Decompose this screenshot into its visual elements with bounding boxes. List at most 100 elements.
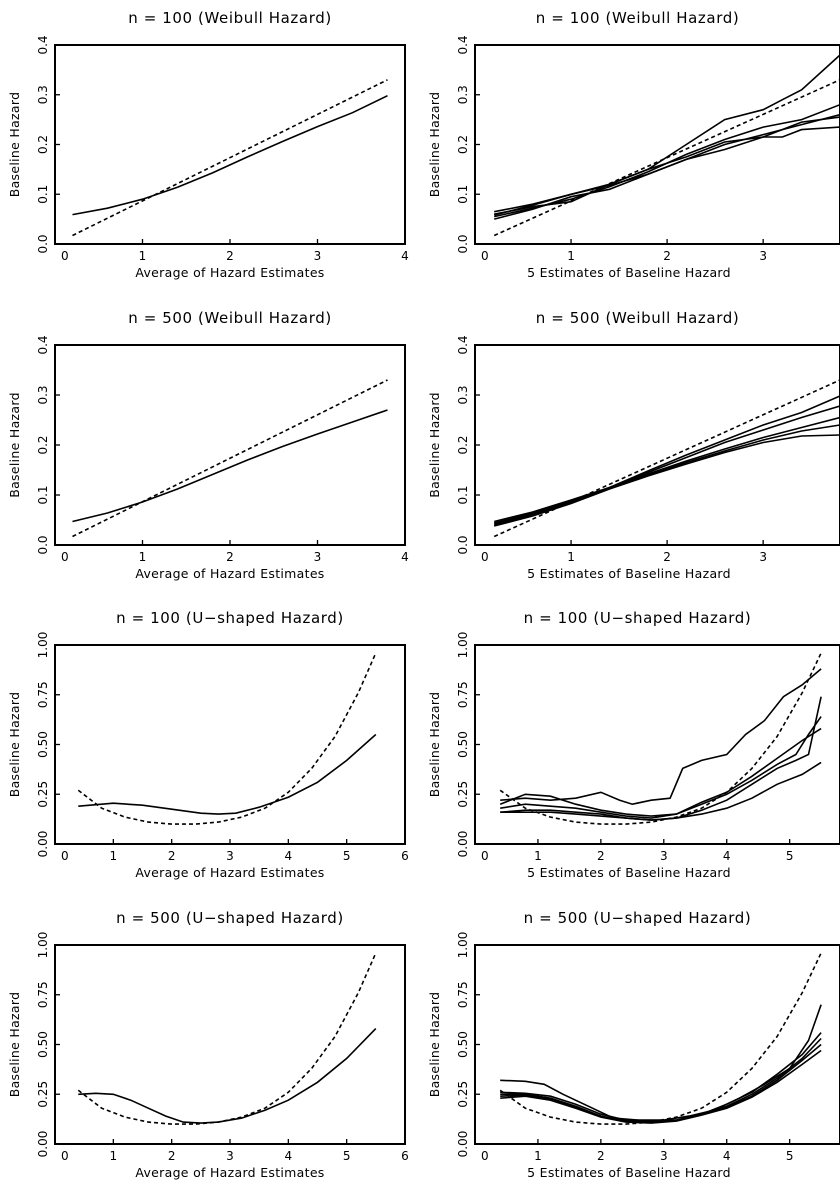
y-tick-label: 0.0 [456, 234, 470, 253]
x-tick-label: 0 [61, 849, 69, 863]
x-tick-label: 1 [534, 1149, 542, 1163]
x-axis-label: 5 Estimates of Baseline Hazard [527, 566, 731, 581]
y-tick-label: 1.00 [456, 632, 470, 659]
x-tick-label: 2 [168, 849, 176, 863]
true-hazard-dashed-line [493, 379, 840, 538]
x-tick-label: 1 [139, 550, 147, 564]
y-tick-label: 0.1 [36, 185, 50, 204]
estimate-line-1 [500, 668, 822, 806]
x-tick-label: 1 [110, 1149, 118, 1163]
plot-frame [54, 944, 406, 1145]
y-tick-label: 0.4 [36, 335, 50, 354]
estimate-line-2 [500, 1032, 822, 1122]
x-tick-label: 3 [660, 849, 668, 863]
x-tick-label: 0 [481, 1149, 489, 1163]
x-tick-label: 2 [226, 550, 234, 564]
y-tick-label: 0.50 [36, 1031, 50, 1058]
estimate-line-5 [494, 126, 840, 216]
estimate-line-1 [78, 1028, 377, 1124]
chart-panel-1: n = 100 (Weibull Hazard) 0 1 2 3 4 0.0 0.1 0.2 0.… [7, 9, 409, 280]
y-axis-label: Baseline Hazard [427, 692, 442, 798]
x-tick-label: 3 [759, 550, 767, 564]
chart-panel-7: n = 500 (U−shaped Hazard) 0 1 2 3 4 5 6 0.00 0.25… [7, 909, 409, 1180]
x-tick-label: 2 [168, 1149, 176, 1163]
chart-panel-2: n = 100 (Weibull Hazard) 0 1 2 3 0.0 0.1 0.2 0.3… [427, 9, 840, 280]
x-tick-label: 2 [597, 849, 605, 863]
chart-title: n = 100 (Weibull Hazard) [128, 9, 332, 27]
x-tick-label: 3 [660, 1149, 668, 1163]
x-tick-label: 4 [285, 1149, 293, 1163]
y-tick-label: 0.1 [456, 485, 470, 504]
y-axis-label: Baseline Hazard [427, 392, 442, 498]
x-tick-label: 5 [786, 849, 794, 863]
estimate-line-1 [72, 409, 388, 523]
true-hazard-dashed-line [499, 952, 822, 1125]
estimate-line-1 [494, 54, 840, 213]
x-tick-label: 4 [723, 849, 731, 863]
plot-frame [474, 944, 840, 1145]
x-tick-label: 1 [534, 849, 542, 863]
chart-panel-6: n = 100 (U−shaped Hazard) 0 1 2 3 4 5 0.00 0.25 0… [427, 609, 840, 880]
y-tick-label: 1.00 [36, 932, 50, 959]
true-hazard-dashed-line [72, 79, 388, 237]
y-tick-label: 0.0 [36, 535, 50, 554]
chart-panel-3: n = 500 (Weibull Hazard) 0 1 2 3 4 0.0 0.1 0.2 0.… [7, 309, 409, 581]
x-tick-label: 2 [663, 249, 671, 263]
y-tick-label: 0.75 [36, 681, 50, 708]
y-tick-label: 1.00 [36, 632, 50, 659]
true-hazard-dashed-line [499, 652, 822, 825]
x-tick-label: 0 [61, 550, 69, 564]
estimate-line-2 [493, 405, 840, 524]
x-tick-label: 5 [343, 1149, 351, 1163]
x-tick-label: 3 [759, 249, 767, 263]
x-tick-label: 0 [481, 849, 489, 863]
y-tick-label: 0.75 [456, 681, 470, 708]
x-axis-label: Average of Hazard Estimates [135, 865, 324, 880]
true-hazard-dashed-line [72, 379, 388, 538]
x-tick-label: 0 [61, 1149, 69, 1163]
estimate-line-1 [494, 395, 840, 523]
plot-frame [474, 44, 840, 245]
y-tick-label: 0.50 [456, 731, 470, 758]
estimate-line-5 [500, 1049, 822, 1124]
estimate-line-3 [500, 1037, 822, 1123]
estimate-line-3 [500, 727, 822, 819]
x-tick-label: 5 [786, 1149, 794, 1163]
x-tick-label: 4 [285, 849, 293, 863]
estimate-line-4 [493, 424, 840, 526]
chart-title: n = 500 (U−shaped Hazard) [524, 909, 752, 927]
y-tick-label: 0.75 [36, 981, 50, 1008]
x-tick-label: 6 [401, 1149, 409, 1163]
x-tick-label: 0 [481, 550, 489, 564]
x-tick-label: 0 [61, 249, 69, 263]
estimate-line-4 [500, 696, 822, 821]
y-tick-label: 0.3 [456, 85, 470, 104]
estimate-line-2 [499, 716, 822, 817]
x-tick-label: 4 [401, 249, 409, 263]
estimate-line-1 [72, 94, 388, 216]
y-tick-label: 0.00 [456, 1131, 470, 1158]
estimate-line-1 [500, 1004, 822, 1121]
y-tick-label: 0.1 [456, 185, 470, 204]
chart-panel-4: n = 500 (Weibull Hazard) 0 1 2 3 0.0 0.1 0.2 0.3… [427, 309, 840, 581]
y-tick-label: 0.00 [456, 831, 470, 858]
x-axis-label: 5 Estimates of Baseline Hazard [527, 265, 731, 280]
chart-title: n = 100 (U−shaped Hazard) [116, 609, 344, 627]
x-tick-label: 3 [314, 550, 322, 564]
y-axis-label: Baseline Hazard [7, 392, 22, 498]
x-axis-label: 5 Estimates of Baseline Hazard [527, 865, 731, 880]
x-axis-label: Average of Hazard Estimates [135, 566, 324, 581]
chart-title: n = 500 (Weibull Hazard) [536, 309, 740, 327]
y-tick-label: 0.1 [36, 485, 50, 504]
y-tick-label: 0.50 [36, 731, 50, 758]
x-tick-label: 5 [343, 849, 351, 863]
x-tick-label: 3 [226, 849, 234, 863]
y-tick-label: 0.4 [36, 35, 50, 54]
x-tick-label: 2 [226, 249, 234, 263]
chart-title: n = 100 (Weibull Hazard) [536, 9, 740, 27]
estimate-line-2 [494, 103, 840, 218]
estimate-line-4 [494, 116, 840, 215]
x-axis-label: Average of Hazard Estimates [135, 265, 324, 280]
x-tick-label: 4 [401, 550, 409, 564]
